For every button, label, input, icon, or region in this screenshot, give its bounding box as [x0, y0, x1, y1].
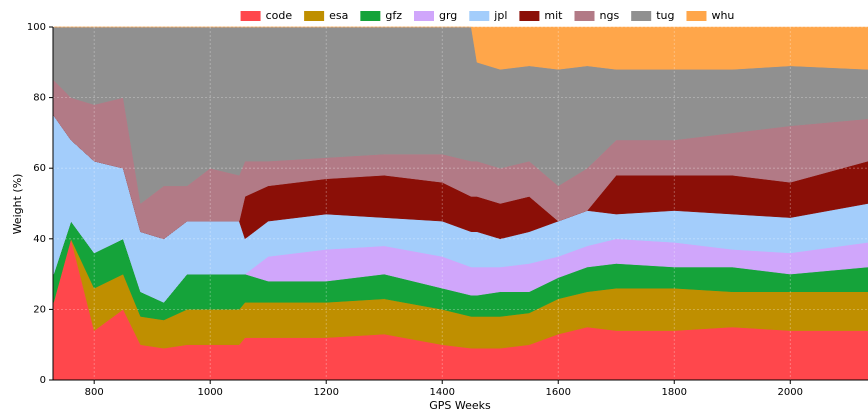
legend-swatch — [574, 11, 595, 21]
y-tick-label: 100 — [27, 22, 46, 33]
legend-label: mit — [544, 9, 563, 22]
legend-label: gfz — [385, 9, 402, 22]
y-tick-label: 60 — [33, 163, 46, 174]
legend-label: ngs — [600, 9, 620, 22]
plot-area — [53, 26, 868, 381]
legend-swatch — [304, 11, 325, 21]
legend-label: grg — [439, 9, 457, 22]
y-tick-label: 80 — [33, 93, 46, 104]
y-tick-label: 20 — [33, 304, 46, 315]
legend-swatch — [686, 11, 707, 21]
x-axis-label: GPS Weeks — [429, 399, 491, 412]
y-tick-label: 40 — [33, 234, 46, 245]
legend-swatch — [414, 11, 434, 21]
x-tick-label: 1600 — [546, 387, 571, 398]
y-axis-label: Weight (%) — [11, 174, 24, 235]
legend: code esa gfz grg jpl mit ngs tug whu — [240, 9, 734, 22]
x-tick-label: 1000 — [197, 387, 222, 398]
legend-label: whu — [711, 9, 734, 22]
legend-label: esa — [329, 9, 348, 22]
legend-swatch — [631, 11, 652, 21]
x-tick-label: 1200 — [313, 387, 338, 398]
x-tick-label: 2000 — [778, 387, 803, 398]
legend-label: tug — [656, 9, 674, 22]
x-tick-label: 1800 — [662, 387, 687, 398]
legend-swatch — [469, 11, 490, 21]
area — [53, 26, 868, 70]
legend-label: code — [266, 9, 293, 22]
legend-swatch — [240, 11, 261, 21]
x-tick-label: 1400 — [430, 387, 455, 398]
legend-swatch — [360, 11, 381, 21]
y-tick-label: 0 — [40, 375, 46, 386]
x-tick-label: 800 — [85, 387, 104, 398]
legend-swatch — [519, 11, 540, 21]
legend-label: jpl — [493, 9, 507, 22]
